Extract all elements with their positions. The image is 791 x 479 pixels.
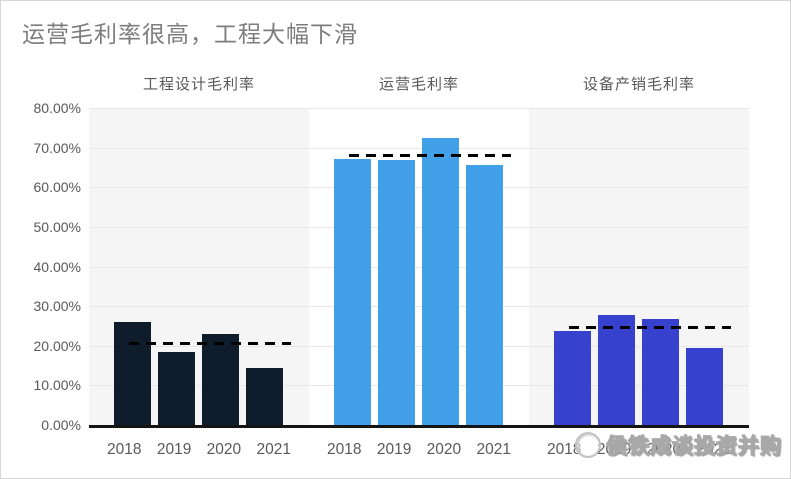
y-axis-tick-label: 40.00% (33, 258, 81, 275)
series-title: 设备产销毛利率 (582, 76, 695, 93)
average-dashed-line (129, 342, 291, 346)
watermark-text: 侯铁成谈投资并购 (606, 435, 782, 459)
y-axis-tick-label: 50.00% (33, 218, 81, 235)
average-dashed-line (569, 326, 731, 330)
x-axis-labels: 2018 2019 2020 2021 (107, 441, 291, 459)
profile-badge-icon (575, 432, 601, 458)
x-axis-labels: 2018 2019 2020 2021 (547, 441, 731, 459)
gridline-80.00% (89, 108, 749, 109)
x-axis-tick-label: 2018 (327, 441, 362, 458)
bar-工程设计毛利率-2018 (114, 321, 151, 425)
y-axis-tick-label: 30.00% (33, 298, 81, 315)
x-axis-tick-label: 2021 (476, 441, 511, 458)
bar-设备产销毛利率-2020 (642, 319, 679, 425)
series-title: 工程设计毛利率 (142, 76, 255, 93)
x-axis-tick-label: 2020 (426, 441, 462, 458)
x-axis-line (89, 425, 749, 428)
x-axis-tick-label: 2019 (596, 441, 632, 458)
series-title: 运营毛利率 (378, 76, 459, 93)
gridline-30.00% (89, 306, 749, 308)
bar-工程设计毛利率-2019 (158, 352, 195, 425)
gridline-20.00% (89, 345, 749, 347)
x-axis-tick-label: 2018 (107, 441, 142, 458)
gridline-10.00% (89, 385, 749, 387)
y-axis-tick-label: 70.00% (33, 139, 81, 156)
gridline-60.00% (89, 187, 749, 189)
gridline-70.00% (89, 147, 749, 149)
bar-设备产销毛利率-2018 (554, 331, 591, 425)
y-axis-tick-label: 10.00% (33, 377, 81, 394)
gridline-50.00% (89, 226, 749, 228)
gridline-40.00% (89, 266, 749, 268)
x-axis-tick-label: 2020 (646, 441, 682, 458)
y-axis-tick-label: 0.00% (41, 417, 81, 433)
x-axis-tick-label: 2019 (376, 441, 412, 458)
x-axis-tick-label: 2021 (696, 441, 731, 458)
x-axis-tick-label: 2020 (206, 441, 242, 458)
bar-运营毛利率-2018 (334, 158, 371, 425)
bar-设备产销毛利率-2021 (686, 347, 723, 425)
y-axis-tick-label: 20.00% (33, 337, 81, 354)
x-axis-labels: 2018 2019 2020 2021 (327, 441, 511, 459)
y-axis-tick-label: 60.00% (33, 179, 81, 196)
bar-设备产销毛利率-2019 (598, 314, 635, 425)
y-axis-tick-label: 80.00% (33, 100, 81, 116)
bar-工程设计毛利率-2021 (246, 367, 283, 425)
bar-运营毛利率-2019 (378, 159, 415, 425)
bar-运营毛利率-2021 (466, 165, 503, 425)
watermark: 侯铁成谈投资并购 (575, 430, 782, 460)
x-axis-tick-label: 2021 (256, 441, 291, 458)
x-axis-tick-label: 2019 (156, 441, 192, 458)
bar-工程设计毛利率-2020 (202, 333, 239, 425)
chart-title: 运营毛利率很高，工程大幅下滑 (22, 21, 358, 47)
x-axis-tick-label: 2018 (547, 441, 582, 458)
bar-运营毛利率-2020 (422, 137, 459, 425)
average-dashed-line (349, 154, 511, 158)
